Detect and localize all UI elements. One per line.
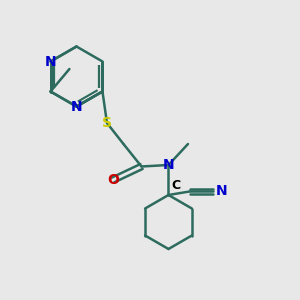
Text: C: C bbox=[171, 179, 180, 192]
Text: N: N bbox=[45, 55, 56, 68]
Text: N: N bbox=[71, 100, 82, 113]
Text: S: S bbox=[102, 116, 112, 130]
Text: N: N bbox=[216, 184, 228, 198]
Text: O: O bbox=[107, 173, 119, 187]
Text: N: N bbox=[163, 158, 174, 172]
